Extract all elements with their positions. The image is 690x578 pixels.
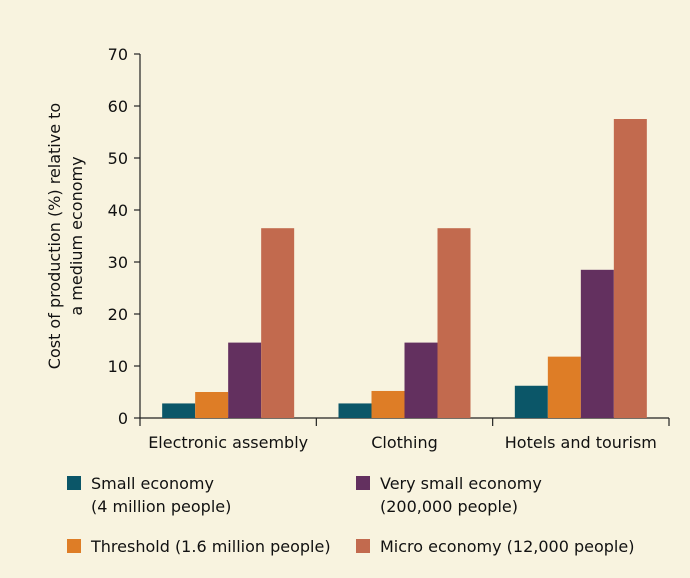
y-tick-label: 0: [118, 409, 128, 428]
bar: [580, 269, 614, 418]
bar: [195, 392, 229, 418]
bar: [338, 403, 372, 418]
x-tick-label: Electronic assembly: [148, 433, 308, 452]
y-tick-label: 40: [108, 201, 128, 220]
bar: [228, 342, 262, 418]
bar: [162, 403, 196, 418]
x-tick-label: Hotels and tourism: [505, 433, 657, 452]
bar: [404, 342, 438, 418]
bar: [514, 385, 548, 418]
bar: [261, 228, 295, 418]
bar: [437, 228, 471, 418]
y-tick-label: 20: [108, 305, 128, 324]
bar: [371, 390, 405, 418]
y-tick-label: 50: [108, 149, 128, 168]
x-axis: Electronic assembly Clothing Hotels and to…: [139, 417, 670, 452]
y-axis: 0 10 20 30 40 50 60 70: [108, 45, 141, 428]
bar: [613, 119, 647, 418]
y-axis-title: Cost of production (%) relative to a medi…: [45, 103, 86, 369]
y-tick-label: 10: [108, 357, 128, 376]
y-tick-label: 70: [108, 45, 128, 64]
bars: [162, 119, 647, 418]
y-tick-label: 60: [108, 97, 128, 116]
y-tick-label: 30: [108, 253, 128, 272]
bar: [547, 356, 581, 418]
x-tick-label: Clothing: [371, 433, 438, 452]
y-axis-label: Cost of production (%) relative to a medi…: [45, 103, 86, 369]
